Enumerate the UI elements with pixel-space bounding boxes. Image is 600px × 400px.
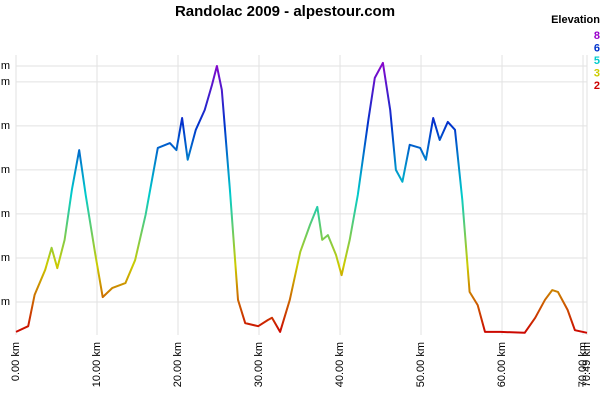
elevation-line: [15, 61, 588, 334]
x-tick-label: 50.00 km: [415, 342, 427, 387]
y-tick-label: m: [1, 296, 10, 308]
legend-title: Elevation: [551, 14, 600, 26]
y-tick-label: m: [1, 60, 10, 72]
legend-label: 8: [594, 30, 600, 42]
y-tick-label: m: [1, 164, 10, 176]
legend-label: 5: [594, 55, 600, 67]
chart-title: Randolac 2009 - alpestour.com: [175, 3, 395, 20]
legend-label: 2: [594, 80, 600, 92]
y-tick-label: m: [1, 76, 10, 88]
legend-label: 6: [594, 42, 600, 54]
x-tick-label: 40.00 km: [334, 342, 346, 387]
y-tick-label: m: [1, 252, 10, 264]
y-tick-label: m: [1, 120, 10, 132]
x-tick-label: 10.00 km: [91, 342, 103, 387]
y-tick-label: m: [1, 208, 10, 220]
x-tick-label: 20.00 km: [172, 342, 184, 387]
legend-label: 3: [594, 67, 600, 79]
x-tick-label: 30.00 km: [253, 342, 265, 387]
x-tick-label: 60.00 km: [496, 342, 508, 387]
x-tick-label: 0.00 km: [10, 342, 22, 381]
x-tick-label: 70.49 km: [581, 342, 593, 387]
x-tick-label: 70.00 km: [577, 342, 589, 387]
